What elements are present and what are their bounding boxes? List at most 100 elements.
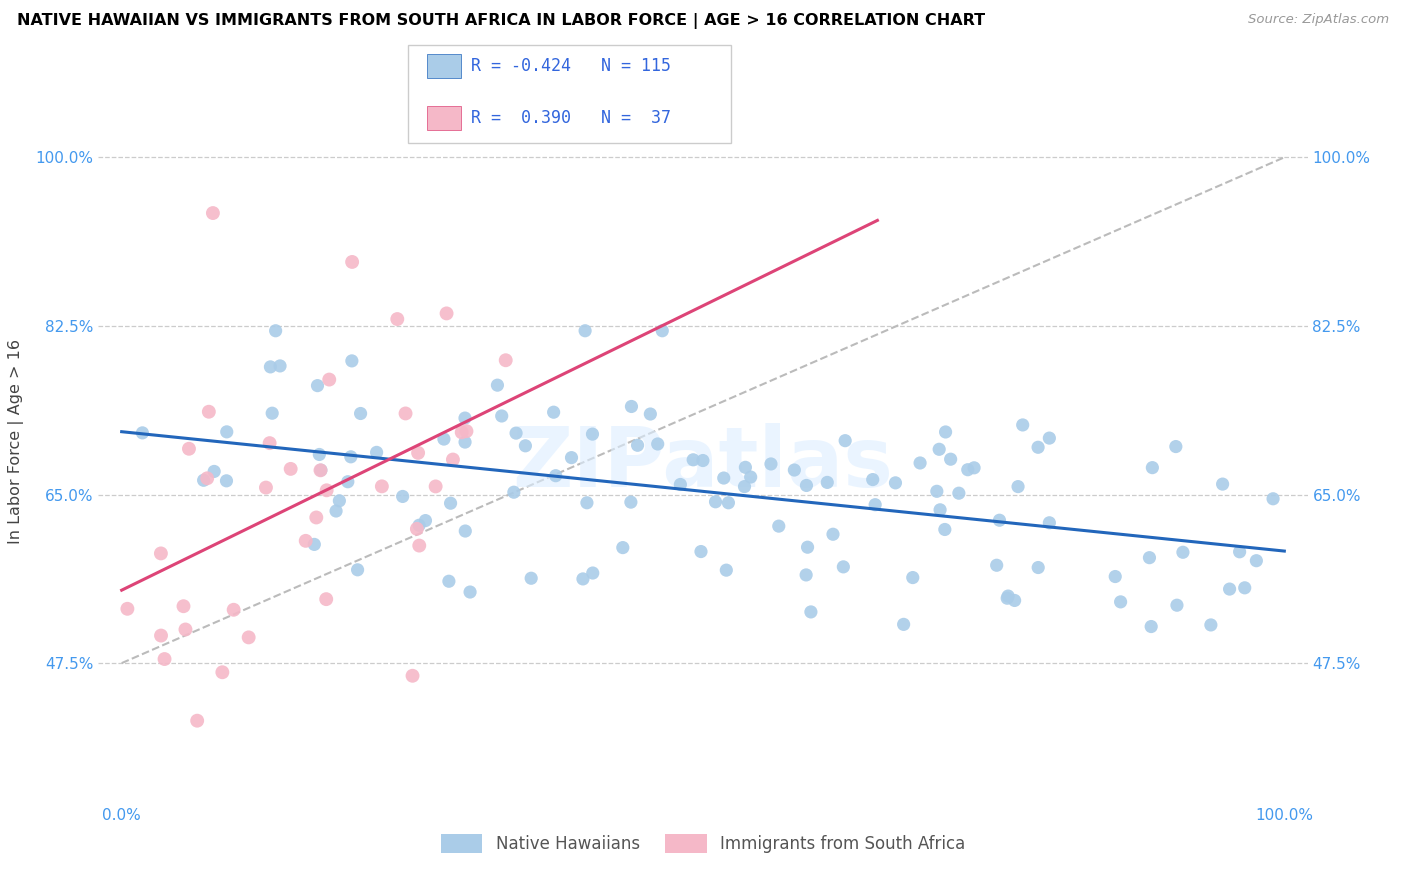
- Point: [328, 493, 350, 508]
- Point: [254, 481, 277, 495]
- Point: [560, 450, 582, 465]
- Point: [280, 462, 302, 476]
- Point: [956, 463, 979, 477]
- Text: ZIPatlas: ZIPatlas: [513, 423, 893, 504]
- Point: [117, 602, 139, 616]
- Point: [387, 312, 409, 326]
- Point: [612, 541, 634, 555]
- Point: [186, 714, 208, 728]
- Point: [925, 484, 948, 499]
- Point: [439, 496, 461, 510]
- Point: [150, 629, 173, 643]
- Point: [620, 400, 643, 414]
- Point: [1026, 440, 1049, 454]
- Point: [436, 306, 458, 320]
- Point: [305, 510, 328, 524]
- Point: [908, 456, 931, 470]
- Point: [620, 495, 643, 509]
- Point: [1199, 618, 1222, 632]
- Point: [454, 435, 477, 450]
- Point: [259, 359, 281, 374]
- Point: [486, 378, 509, 392]
- Point: [581, 427, 603, 442]
- Point: [495, 353, 517, 368]
- Point: [520, 571, 543, 585]
- Point: [340, 255, 363, 269]
- Point: [394, 407, 416, 421]
- Point: [201, 206, 224, 220]
- Text: R =  0.390   N =  37: R = 0.390 N = 37: [471, 109, 671, 128]
- Point: [815, 475, 838, 490]
- Point: [963, 460, 986, 475]
- Point: [1166, 598, 1188, 612]
- Point: [173, 599, 195, 614]
- Point: [415, 514, 437, 528]
- Point: [264, 324, 287, 338]
- Point: [1109, 595, 1132, 609]
- Point: [215, 425, 238, 439]
- Point: [491, 409, 513, 423]
- Point: [1261, 491, 1284, 506]
- Point: [406, 522, 429, 536]
- Point: [401, 669, 423, 683]
- Point: [713, 471, 735, 485]
- Point: [716, 563, 738, 577]
- Point: [901, 570, 924, 584]
- Point: [1246, 554, 1268, 568]
- Point: [307, 378, 329, 392]
- Point: [349, 407, 371, 421]
- Point: [318, 373, 340, 387]
- Point: [884, 475, 907, 490]
- Point: [269, 359, 291, 373]
- Point: [1038, 516, 1060, 530]
- Point: [294, 533, 316, 548]
- Point: [174, 623, 197, 637]
- Point: [640, 407, 662, 421]
- Point: [832, 559, 855, 574]
- Point: [198, 405, 221, 419]
- Point: [406, 446, 429, 460]
- Point: [1164, 440, 1187, 454]
- Point: [346, 563, 368, 577]
- Point: [193, 473, 215, 487]
- Point: [177, 442, 200, 456]
- Point: [1171, 545, 1194, 559]
- Text: R = -0.424   N = 115: R = -0.424 N = 115: [471, 57, 671, 76]
- Point: [821, 527, 844, 541]
- Point: [304, 537, 326, 551]
- Point: [582, 566, 605, 580]
- Point: [433, 432, 456, 446]
- Point: [734, 460, 756, 475]
- Point: [768, 519, 790, 533]
- Point: [131, 425, 153, 440]
- Point: [1004, 593, 1026, 607]
- Point: [934, 523, 956, 537]
- Point: [995, 591, 1018, 606]
- Y-axis label: In Labor Force | Age > 16: In Labor Force | Age > 16: [8, 339, 24, 544]
- Point: [1104, 569, 1126, 583]
- Point: [408, 539, 430, 553]
- Point: [454, 411, 477, 425]
- Point: [1011, 417, 1033, 432]
- Point: [1140, 619, 1163, 633]
- Point: [572, 572, 595, 586]
- Point: [340, 354, 363, 368]
- Point: [238, 631, 260, 645]
- Point: [986, 558, 1008, 573]
- Point: [669, 477, 692, 491]
- Point: [929, 503, 952, 517]
- Point: [759, 457, 782, 471]
- Point: [800, 605, 823, 619]
- Point: [1233, 581, 1256, 595]
- Point: [575, 496, 598, 510]
- Point: [1219, 582, 1241, 596]
- Point: [308, 447, 330, 461]
- Point: [215, 474, 238, 488]
- Point: [505, 426, 527, 441]
- Point: [1142, 460, 1164, 475]
- Point: [893, 617, 915, 632]
- Point: [222, 603, 245, 617]
- Point: [425, 479, 447, 493]
- Point: [1139, 550, 1161, 565]
- Point: [371, 479, 394, 493]
